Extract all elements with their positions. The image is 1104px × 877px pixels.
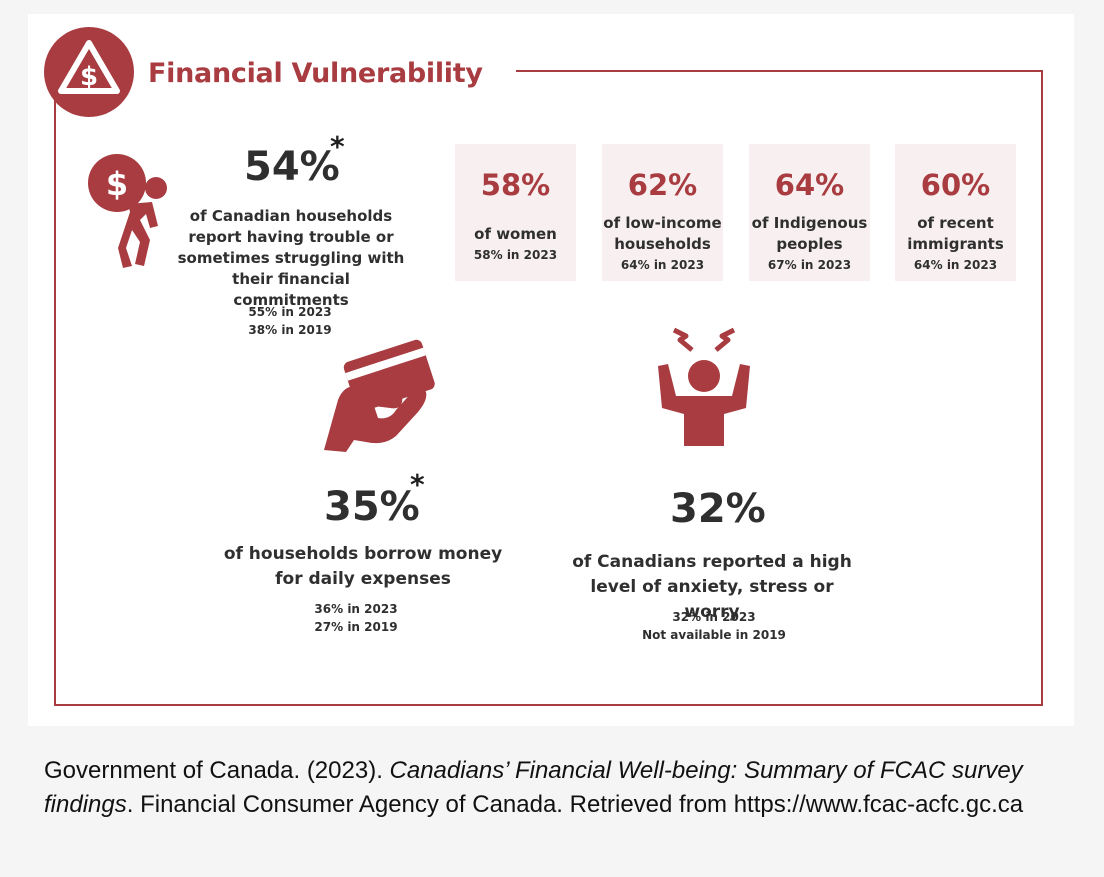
stressed-person-icon [658,327,750,446]
households-prev-2019: 38% in 2019 [248,323,332,337]
households-desc-line: of Canadian households [189,207,393,225]
group-box-immigrants: 60% of recent immigrants 64% in 2023 [895,144,1016,281]
households-desc-line: sometimes struggling with [177,249,405,267]
group-label-line: of Indigenous [751,214,868,232]
group-label-line: of low-income [603,214,722,232]
hand-holding-credit-card-icon [324,339,435,452]
group-previous: 64% in 2023 [620,258,705,272]
borrow-desc-line: for daily expenses [275,569,451,589]
group-label: of recent immigrants [895,213,1016,255]
anxiety-previous: 32% in 2023 Not available in 2019 [634,608,794,644]
anxiety-desc-line: level of anxiety, stress or worry [590,577,834,622]
anxiety-prev-2023: 32% in 2023 [672,610,756,624]
infographic-frame [54,70,1043,706]
dollar-warning-icon: $ [44,27,134,117]
borrow-prev-2023: 36% in 2023 [314,602,398,616]
households-prev-2023: 55% in 2023 [248,305,332,319]
group-previous: 58% in 2023 [473,248,558,262]
group-previous: 67% in 2023 [767,258,852,272]
group-box-indigenous: 64% of Indigenous peoples 67% in 2023 [749,144,870,281]
infographic-card [28,14,1074,726]
group-box-low-income: 62% of low-income households 64% in 2023 [602,144,723,281]
group-label-line: peoples [776,235,843,253]
group-previous: 64% in 2023 [913,258,998,272]
group-label-line: of recent [917,214,994,232]
group-label-line: immigrants [907,235,1004,253]
households-percent: 54% [244,144,340,190]
borrow-prev-2019: 27% in 2019 [314,620,398,634]
group-label-line: households [614,235,711,253]
group-percent: 60% [920,168,991,202]
group-percent: 58% [480,168,551,202]
borrow-percent: 35% [324,484,420,530]
anxiety-percent: 32% [670,486,766,532]
frame-top-line [516,70,1043,72]
citation: Government of Canada. (2023). Canadians’… [44,754,1084,822]
group-box-women: 58% of women 58% in 2023 [455,144,576,281]
svg-text:$: $ [80,62,98,92]
citation-source: . Financial Consumer Agency of Canada. R… [126,791,1024,818]
borrow-desc-line: of households borrow money [223,544,503,564]
page-title: Financial Vulnerability [148,58,483,89]
households-previous: 55% in 2023 38% in 2019 [230,303,350,339]
citation-title: Canadians’ Financial Well-being: Summary… [44,757,1023,818]
group-label: of women [474,225,557,243]
households-asterisk: * [330,130,345,163]
borrow-description: of households borrow money for daily exp… [210,542,516,592]
households-desc-line: report having trouble or [188,228,394,246]
person-carrying-money-bag-icon: $ [88,154,167,268]
borrow-previous: 36% in 2023 27% in 2019 [296,600,416,636]
anxiety-prev-2019: Not available in 2019 [642,628,786,642]
svg-text:$: $ [106,165,128,203]
households-description: of Canadian households report having tro… [172,206,410,311]
group-label: of low-income households [602,213,723,255]
anxiety-desc-line: of Canadians reported a high [572,552,852,572]
group-percent: 64% [774,168,845,202]
citation-author: Government of Canada. (2023). [44,757,390,784]
group-label: of Indigenous peoples [749,213,870,255]
group-percent: 62% [627,168,698,202]
households-desc-line: their financial commitments [232,270,350,309]
anxiety-description: of Canadians reported a high level of an… [560,550,864,625]
borrow-asterisk: * [410,468,425,501]
